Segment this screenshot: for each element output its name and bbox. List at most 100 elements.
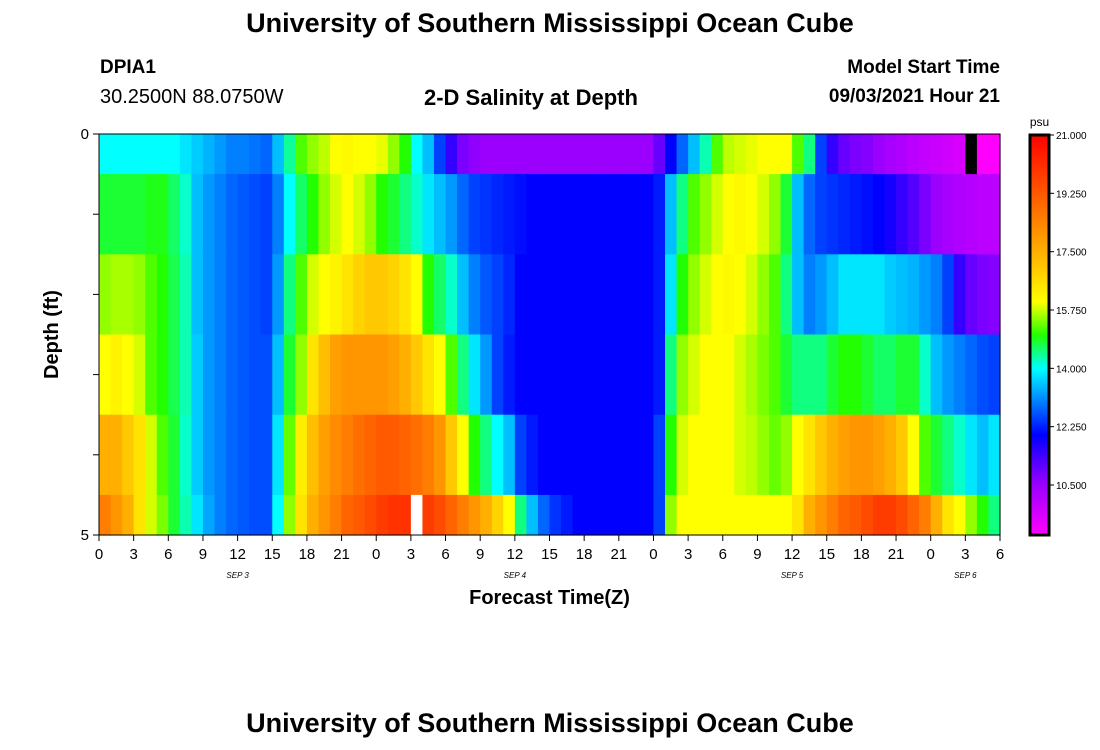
- heatmap-cell: [283, 134, 296, 175]
- heatmap-cell: [260, 494, 273, 536]
- heatmap-cell: [953, 254, 966, 336]
- colorbar-tick-label: 19.250: [1056, 189, 1087, 200]
- heatmap-cell: [595, 494, 608, 536]
- heatmap-cell: [618, 134, 631, 175]
- footer-title: University of Southern Mississippi Ocean…: [246, 708, 854, 738]
- heatmap-cell: [341, 254, 354, 336]
- heatmap-cell: [549, 174, 562, 255]
- heatmap-cell: [618, 334, 631, 416]
- heatmap-cell: [884, 414, 897, 496]
- heatmap-cell: [202, 174, 216, 255]
- heatmap-cell: [145, 334, 158, 416]
- colorbar-tick-label: 15.750: [1056, 306, 1087, 317]
- heatmap-cell: [930, 494, 943, 536]
- heatmap-cell: [780, 414, 793, 496]
- heatmap-cell: [99, 334, 112, 416]
- heatmap-cell: [399, 494, 412, 536]
- model-start-label: Model Start Time: [847, 57, 1000, 78]
- heatmap-cell: [872, 134, 886, 175]
- heatmap-cell: [480, 174, 493, 255]
- colorbar-tick-label: 10.500: [1056, 481, 1087, 492]
- heatmap-cell: [549, 254, 562, 336]
- x-tick-label: 0: [372, 546, 380, 563]
- heatmap-cell: [491, 494, 504, 536]
- heatmap-cell: [468, 134, 481, 175]
- heatmap-cell: [168, 494, 181, 536]
- heatmap-cell: [526, 334, 539, 416]
- heatmap-cell: [156, 334, 169, 416]
- heatmap-cell: [699, 174, 712, 255]
- heatmap-cell: [156, 414, 169, 496]
- heatmap-cell: [815, 174, 828, 255]
- heatmap-cell: [376, 254, 389, 336]
- heatmap-cell: [503, 334, 516, 416]
- heatmap-cell: [445, 414, 458, 496]
- heatmap-cell: [584, 334, 597, 416]
- heatmap-cell: [584, 134, 597, 175]
- heatmap-cell: [295, 334, 308, 416]
- heatmap-cell: [214, 134, 227, 175]
- heatmap-cell: [145, 174, 158, 255]
- heatmap-cell: [919, 414, 932, 496]
- heatmap-cell: [110, 254, 123, 336]
- x-tick-label: 3: [129, 546, 137, 563]
- heatmap-cell: [607, 414, 620, 496]
- heatmap-cell: [480, 254, 493, 336]
- heatmap-cell: [537, 134, 551, 175]
- heatmap-cell: [537, 174, 551, 255]
- heatmap-cell: [953, 414, 966, 496]
- heatmap-cell: [607, 174, 620, 255]
- heatmap-cell: [110, 414, 123, 496]
- heatmap-cell: [249, 134, 262, 175]
- heatmap-cell: [722, 494, 735, 536]
- heatmap-cell: [722, 134, 735, 175]
- heatmap-cell: [295, 174, 308, 255]
- heatmap-cell: [249, 494, 262, 536]
- heatmap-cell: [988, 254, 1001, 336]
- x-tick-label: 15: [264, 546, 281, 563]
- heatmap-cell: [872, 414, 886, 496]
- heatmap-cell: [202, 414, 216, 496]
- heatmap-cell: [607, 494, 620, 536]
- heatmap-cell: [226, 414, 239, 496]
- heatmap-cell: [907, 254, 920, 336]
- heatmap-cell: [202, 334, 216, 416]
- heatmap-cell: [711, 414, 724, 496]
- heatmap-cell: [514, 254, 527, 336]
- heatmap-cell: [572, 334, 585, 416]
- heatmap-cell: [99, 494, 112, 536]
- heatmap-cell: [757, 134, 770, 175]
- heatmap-cell: [676, 414, 689, 496]
- heatmap-cell: [318, 134, 331, 175]
- heatmap-cell: [988, 494, 1001, 536]
- heatmap-cell: [503, 414, 516, 496]
- heatmap-cell: [849, 174, 862, 255]
- heatmap-cell: [168, 334, 181, 416]
- heatmap-cell: [318, 494, 331, 536]
- heatmap-cell: [665, 254, 678, 336]
- heatmap-cell: [526, 414, 539, 496]
- heatmap-cell: [792, 494, 805, 536]
- heatmap-cell: [849, 134, 862, 175]
- heatmap-cell: [179, 134, 193, 175]
- heatmap-cell: [387, 134, 400, 175]
- heatmap-cell: [803, 414, 816, 496]
- x-tick-label: 18: [299, 546, 316, 563]
- heatmap-cell: [168, 174, 181, 255]
- heatmap-cell: [780, 334, 793, 416]
- heatmap-cell: [318, 254, 331, 336]
- heatmap-cell: [803, 334, 816, 416]
- heatmap-cell: [838, 334, 851, 416]
- heatmap-cell: [457, 134, 470, 175]
- heatmap-cell: [399, 134, 412, 175]
- heatmap-cell: [641, 134, 655, 175]
- heatmap-cell: [792, 174, 805, 255]
- heatmap-cell: [249, 174, 262, 255]
- heatmap-cell: [953, 134, 966, 175]
- heatmap-cell: [272, 494, 285, 536]
- heatmap-cell: [226, 134, 239, 175]
- heatmap-cell: [468, 414, 481, 496]
- heatmap-cell: [445, 254, 458, 336]
- heatmap-cell: [676, 494, 689, 536]
